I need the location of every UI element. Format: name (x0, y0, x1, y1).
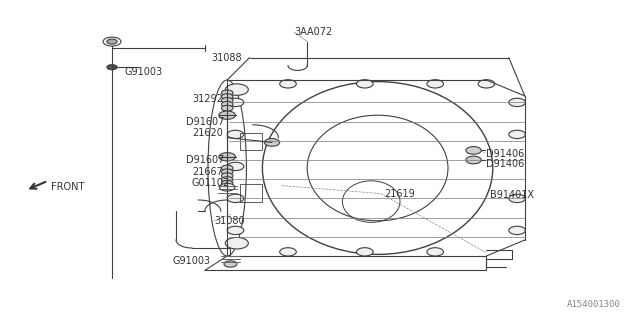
Text: D91406: D91406 (486, 148, 525, 159)
Text: D91607: D91607 (186, 116, 224, 127)
Text: 31292: 31292 (192, 94, 223, 104)
Text: D91607: D91607 (186, 155, 224, 165)
Circle shape (466, 156, 481, 164)
Circle shape (356, 248, 373, 256)
Circle shape (509, 226, 525, 235)
Circle shape (220, 183, 235, 191)
Circle shape (225, 84, 248, 95)
Circle shape (221, 169, 233, 175)
Circle shape (427, 248, 444, 256)
Circle shape (221, 98, 233, 103)
Circle shape (221, 101, 233, 107)
Circle shape (224, 261, 237, 267)
Circle shape (280, 248, 296, 256)
Circle shape (227, 162, 244, 171)
Text: 31088: 31088 (211, 52, 242, 63)
Circle shape (356, 80, 373, 88)
Text: D91406: D91406 (486, 159, 525, 169)
Circle shape (221, 177, 233, 182)
Circle shape (221, 94, 233, 100)
Circle shape (264, 139, 280, 146)
Text: G91003: G91003 (125, 67, 163, 77)
Circle shape (221, 180, 233, 186)
Circle shape (280, 80, 296, 88)
Circle shape (221, 90, 233, 96)
Text: 21667: 21667 (192, 167, 223, 177)
Circle shape (221, 105, 233, 111)
Circle shape (107, 65, 117, 70)
Text: 21620: 21620 (192, 128, 223, 138)
Text: 31080: 31080 (214, 216, 245, 226)
Circle shape (227, 130, 244, 139)
Circle shape (427, 80, 444, 88)
Text: B91401X: B91401X (490, 190, 534, 200)
Text: 3AA072: 3AA072 (294, 27, 333, 37)
Circle shape (107, 39, 117, 44)
Circle shape (509, 98, 525, 107)
Text: G91003: G91003 (173, 256, 211, 266)
Text: 21619: 21619 (384, 188, 415, 199)
Text: FRONT: FRONT (51, 182, 84, 192)
Circle shape (478, 80, 495, 88)
Circle shape (219, 153, 236, 161)
Circle shape (227, 98, 244, 107)
Circle shape (221, 173, 233, 179)
Circle shape (219, 111, 236, 119)
Text: A154001300: A154001300 (567, 300, 621, 309)
Circle shape (225, 237, 248, 249)
Circle shape (227, 226, 244, 235)
Circle shape (509, 194, 525, 203)
Circle shape (103, 37, 121, 46)
Circle shape (221, 165, 233, 171)
Circle shape (466, 147, 481, 154)
Circle shape (227, 194, 244, 203)
Circle shape (509, 130, 525, 139)
Text: G01102: G01102 (192, 178, 230, 188)
